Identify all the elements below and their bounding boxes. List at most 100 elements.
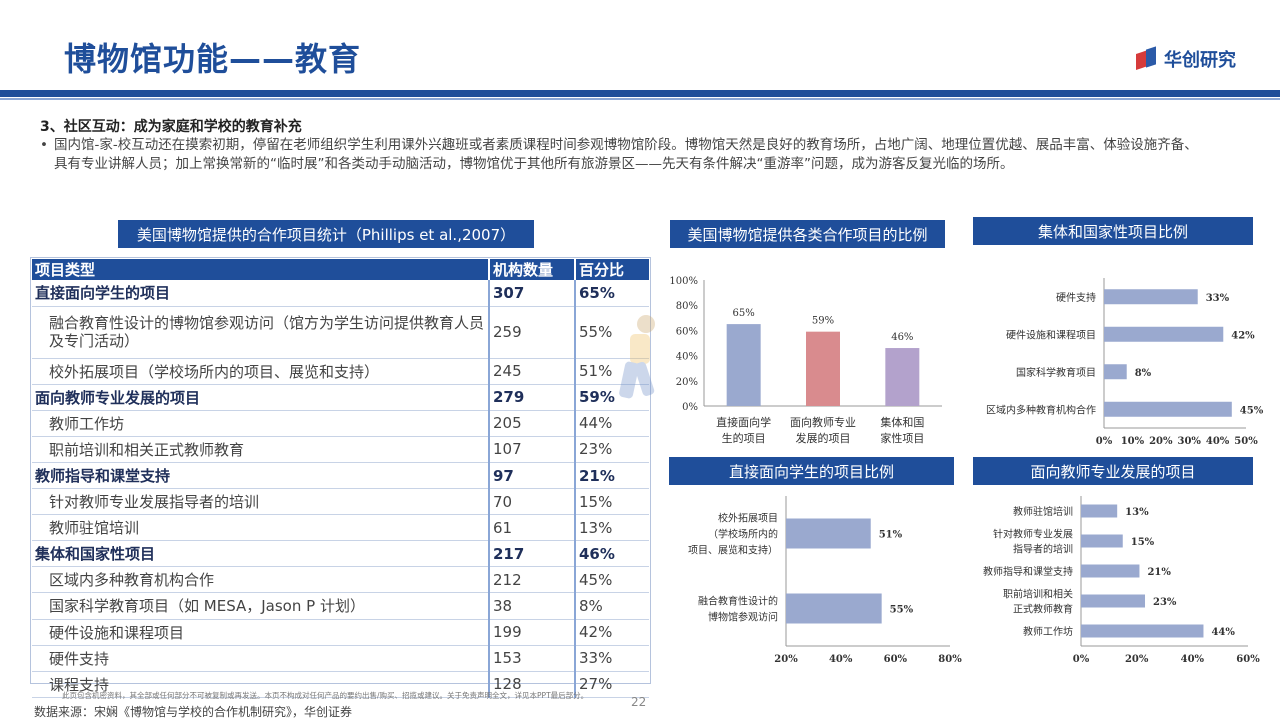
- x-tick-label: 30%: [1177, 436, 1201, 447]
- data-label: 65%: [733, 308, 755, 319]
- x-tick-label: 50%: [1234, 436, 1258, 447]
- table-row: 教师驻馆培训 61 13%: [32, 514, 649, 542]
- bar: [1081, 534, 1123, 548]
- y-tick-label: 60%: [676, 326, 698, 337]
- table-row: 硬件设施和课程项目 199 42%: [32, 619, 649, 646]
- brand-mark-icon: [1136, 48, 1158, 70]
- row-count: 307: [489, 280, 576, 307]
- bullet-dot-icon: •: [40, 137, 48, 153]
- row-project-type: 教师工作坊: [32, 410, 490, 437]
- row-percent: 44%: [575, 410, 649, 437]
- row-percent: 46%: [575, 540, 649, 568]
- row-percent: 8%: [575, 592, 649, 620]
- y-tick-label: 0%: [682, 402, 698, 413]
- brand-logo: 华创研究: [1136, 46, 1236, 72]
- table-row: 国家科学教育项目（如 MESA，Jason P 计划） 38 8%: [32, 592, 649, 620]
- row-count: 205: [489, 410, 576, 437]
- x-tick-label: 发展的项目: [796, 431, 851, 445]
- row-project-type: 课程支持: [32, 671, 490, 698]
- row-count: 107: [489, 436, 576, 463]
- x-tick-label: 40%: [1181, 654, 1205, 665]
- table-row: 校外拓展项目（学校场所内的项目、展览和支持） 245 51%: [32, 358, 649, 385]
- data-label: 46%: [891, 332, 913, 343]
- chart-collective-ratio: 0% 10% 20% 30% 40% 50% 33% 硬件支持 42% 硬件设施和课程项目 8% 国家…: [986, 278, 1264, 447]
- bar: [726, 324, 761, 406]
- x-tick-label: 10%: [1121, 436, 1145, 447]
- row-percent: 13%: [575, 514, 649, 542]
- data-label: 44%: [1211, 627, 1235, 638]
- bar: [1104, 289, 1198, 305]
- y-tick-label: 区域内多种教育机构合作: [986, 403, 1096, 416]
- data-label: 51%: [879, 530, 903, 541]
- row-count: 259: [489, 306, 576, 359]
- row-percent: 15%: [575, 488, 649, 516]
- y-tick-label: （学校场所内的: [708, 528, 778, 541]
- mascot-figure-icon: [608, 312, 664, 404]
- bar: [786, 593, 882, 624]
- data-label: 13%: [1125, 507, 1149, 518]
- row-percent: 51%: [575, 358, 649, 385]
- table-row: 融合教育性设计的博物馆参观访问（馆方为学生访问提供教育人员及专门活动） 259 55…: [32, 306, 649, 359]
- row-percent: 42%: [575, 619, 649, 646]
- row-count: 61: [489, 514, 576, 542]
- table-body: 直接面向学生的项目 307 65% 融合教育性设计的博物馆参观访问（馆方为学生访问提供…: [32, 280, 649, 698]
- table-row: 针对教师专业发展指导者的培训 70 15%: [32, 488, 649, 516]
- data-label: 33%: [1206, 293, 1230, 304]
- y-tick-label: 国家科学教育项目: [1016, 366, 1096, 379]
- x-tick-label: 80%: [938, 654, 962, 665]
- row-project-type: 国家科学教育项目（如 MESA，Jason P 计划）: [32, 592, 490, 620]
- row-project-type: 集体和国家性项目: [32, 540, 490, 568]
- x-tick-label: 20%: [1125, 654, 1149, 665]
- section-bullet: • 国内馆-家-校互动还在摸索初期，停留在老师组织学生利用课外兴趣班或者素质课程…: [40, 136, 1200, 174]
- table-row: 课程支持 128 27%: [32, 671, 649, 698]
- y-tick-label: 40%: [676, 352, 698, 363]
- header-rule: [0, 90, 1280, 97]
- table-row: 面向教师专业发展的项目 279 59%: [32, 384, 649, 411]
- table-row: 集体和国家性项目 217 46%: [32, 540, 649, 568]
- disclaimer: 此页包含机密资料，其全部或任何部分不可被复制或再发送。本页不构成对任何产品的要约…: [62, 691, 589, 700]
- row-count: 70: [489, 488, 576, 516]
- row-count: 279: [489, 384, 576, 411]
- data-label: 8%: [1135, 368, 1152, 379]
- row-count: 128: [489, 671, 576, 698]
- project-table: 项目类型 机构数量 百分比 直接面向学生的项目 307 65% 融合教育性设计的博物馆…: [32, 259, 649, 698]
- y-tick-label: 20%: [676, 377, 698, 388]
- row-percent: 33%: [575, 645, 649, 672]
- bar: [1104, 326, 1224, 342]
- x-tick-label: 40%: [1206, 436, 1230, 447]
- col-header-count: 机构数量: [489, 259, 576, 280]
- row-percent: 45%: [575, 566, 649, 594]
- row-count: 199: [489, 619, 576, 646]
- row-percent: 21%: [575, 462, 649, 490]
- row-project-type: 融合教育性设计的博物馆参观访问（馆方为学生访问提供教育人员及专门活动）: [32, 306, 490, 359]
- y-tick-label: 校外拓展项目: [718, 512, 778, 525]
- y-tick-label: 职前培训和相关: [1003, 588, 1073, 601]
- y-tick-label: 融合教育性设计的: [698, 595, 778, 608]
- row-count: 38: [489, 592, 576, 620]
- table-header-row: 项目类型 机构数量 百分比: [32, 259, 649, 280]
- table-row: 职前培训和相关正式教师教育 107 23%: [32, 436, 649, 463]
- data-label: 15%: [1131, 537, 1155, 548]
- data-label: 23%: [1153, 597, 1177, 608]
- row-percent: 65%: [575, 280, 649, 307]
- row-project-type: 教师驻馆培训: [32, 514, 490, 542]
- bar: [1104, 401, 1232, 417]
- chart4-banner: 面向教师专业发展的项目: [973, 457, 1253, 485]
- row-count: 97: [489, 462, 576, 490]
- row-count: 153: [489, 645, 576, 672]
- page-title: 博物馆功能——教育: [64, 40, 362, 78]
- row-project-type: 硬件支持: [32, 645, 490, 672]
- row-project-type: 教师指导和课堂支持: [32, 462, 490, 490]
- row-percent: 27%: [575, 671, 649, 698]
- chart1-banner: 美国博物馆提供各类合作项目的比例: [670, 220, 945, 248]
- data-label: 55%: [890, 605, 914, 616]
- data-label: 21%: [1147, 567, 1171, 578]
- bar: [885, 348, 920, 406]
- row-count: 212: [489, 566, 576, 594]
- x-tick-label: 60%: [884, 654, 908, 665]
- data-label: 45%: [1240, 405, 1264, 416]
- chart-category-ratio: 0% 20% 40% 60% 80% 100% 65% 直接面向学生的项目 59% 面向教师专业发…: [669, 276, 942, 445]
- table-row: 区域内多种教育机构合作 212 45%: [32, 566, 649, 594]
- page-number: 22: [631, 695, 647, 709]
- header-rule-thin: [0, 98, 1280, 100]
